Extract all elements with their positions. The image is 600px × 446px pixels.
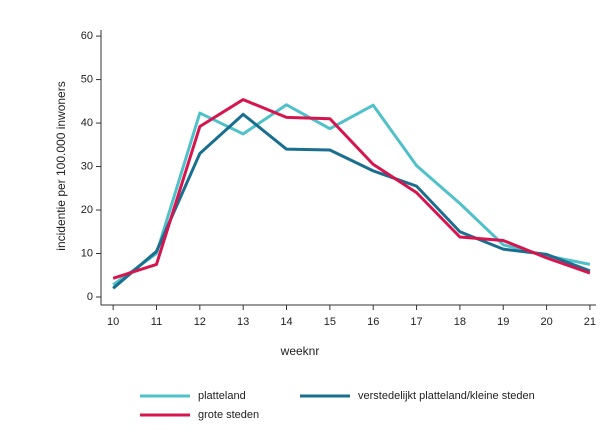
y-tick-label: 30 [81, 160, 93, 172]
series-line [112, 98, 591, 280]
x-tick-label: 20 [540, 316, 552, 328]
x-tick-label: 13 [237, 316, 249, 328]
x-tick-label: 10 [107, 316, 119, 328]
y-tick-label: 20 [81, 204, 93, 216]
x-tick-label: 17 [410, 316, 422, 328]
y-tick-label: 60 [81, 30, 93, 42]
x-tick-label: 11 [151, 316, 162, 328]
y-tick-label: 0 [87, 291, 93, 303]
legend-label: platteland [198, 390, 246, 402]
series-line [112, 112, 591, 290]
x-tick-label: 19 [497, 316, 509, 328]
x-tick-label: 14 [280, 316, 292, 328]
y-tick-label: 10 [81, 247, 93, 259]
y-tick-label: 50 [81, 73, 93, 85]
x-tick-label: 16 [367, 316, 379, 328]
x-tick-label: 21 [584, 316, 596, 328]
legend-label: grote steden [198, 409, 259, 421]
x-tick-label: 12 [194, 316, 206, 328]
y-tick-label: 40 [81, 117, 93, 129]
x-tick-label: 18 [454, 316, 466, 328]
series-line [112, 103, 591, 287]
y-axis-label: incidentie per 100.000 inwoners [54, 81, 68, 250]
x-axis-label: weeknr [280, 344, 320, 358]
x-tick-label: 15 [324, 316, 336, 328]
legend-label: verstedelijkt platteland/kleine steden [358, 390, 535, 402]
